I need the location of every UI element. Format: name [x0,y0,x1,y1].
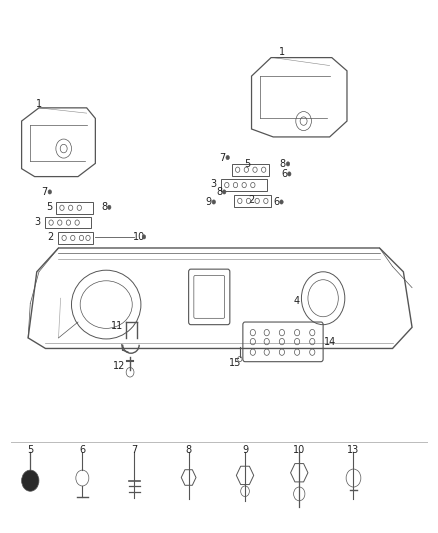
Text: 8: 8 [216,187,222,197]
Text: 4: 4 [294,296,300,306]
Text: 10: 10 [133,232,145,242]
Circle shape [223,190,226,194]
Text: 1: 1 [36,99,42,109]
Text: 13: 13 [347,445,360,455]
Text: 8: 8 [186,445,192,455]
Circle shape [107,205,111,209]
Circle shape [280,200,283,204]
Text: 6: 6 [273,197,279,207]
Circle shape [142,235,146,239]
Circle shape [48,190,52,194]
Text: 5: 5 [244,159,251,169]
Circle shape [226,156,230,160]
Text: 7: 7 [219,152,226,163]
Text: 6: 6 [281,169,287,179]
Text: 2: 2 [48,232,54,242]
Text: 15: 15 [229,358,241,368]
Circle shape [286,162,290,166]
Text: 5: 5 [46,202,52,212]
Text: 12: 12 [113,361,125,371]
Circle shape [287,172,291,176]
Text: 3: 3 [210,179,216,189]
Text: 6: 6 [79,445,85,455]
Text: 7: 7 [42,187,48,197]
Text: 2: 2 [248,196,254,205]
Text: 3: 3 [35,216,41,227]
Text: 8: 8 [101,202,107,212]
Text: 14: 14 [324,337,336,347]
Text: 8: 8 [280,159,286,169]
Circle shape [21,470,39,491]
Text: 9: 9 [242,445,248,455]
Text: 7: 7 [131,445,138,455]
Text: 10: 10 [293,445,305,455]
Text: 1: 1 [279,47,285,58]
Text: 9: 9 [205,197,212,207]
Text: 11: 11 [111,321,123,331]
Circle shape [212,200,215,204]
Text: 5: 5 [27,445,33,455]
